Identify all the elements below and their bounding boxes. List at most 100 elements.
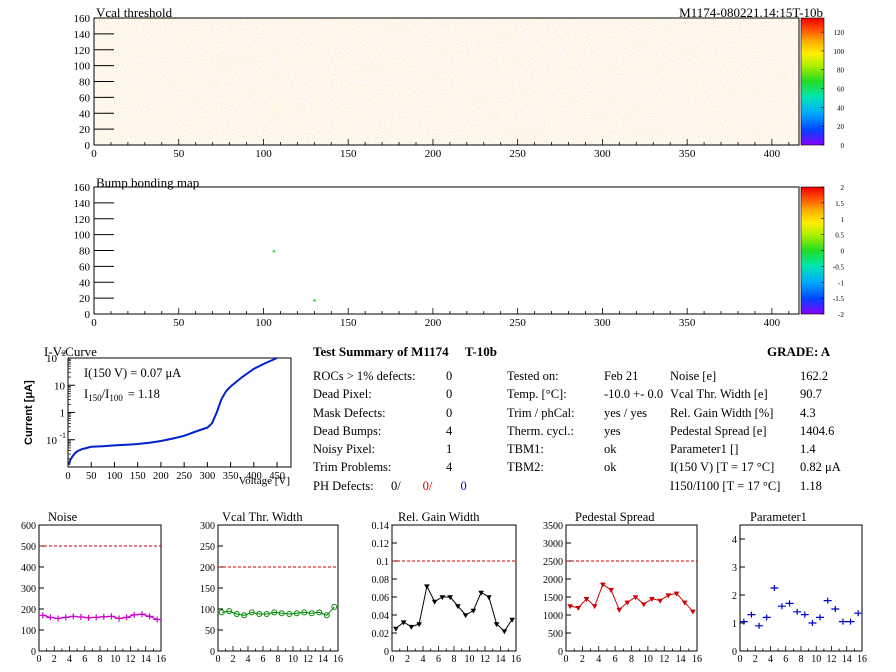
y-tick-label: 100 (21, 626, 36, 637)
data-point (657, 598, 663, 604)
data-point (690, 609, 696, 615)
summary-label: Trim Problems: (313, 460, 392, 475)
data-point (293, 610, 300, 617)
y-tick-label: 4 (732, 535, 737, 546)
summary-label: Mask Defects: (313, 405, 386, 420)
palette-label: 100 (834, 48, 845, 56)
summary-label: I(150 V) [T = 17 °C] (670, 460, 775, 475)
y-tick-label: 20 (79, 293, 91, 305)
summary-label: Therm. cycl.: (507, 423, 574, 438)
palette-label: 1 (841, 216, 845, 224)
summary-label: Dead Bumps: (313, 423, 382, 438)
small-plot-frame (739, 524, 863, 652)
palette-label: 60 (837, 86, 845, 94)
roc-cell (182, 18, 271, 82)
data-point (509, 617, 515, 623)
x-tick-label: 4 (596, 654, 601, 665)
data-point (486, 595, 492, 601)
x-tick-label: 150 (340, 148, 357, 160)
x-tick-label: 8 (276, 654, 281, 665)
data-point (69, 613, 78, 620)
summary-col3-values: 162.2 90.7 4.3 1404.6 1.4 0.82 μA 1.18 (800, 367, 841, 495)
summary-value: 4 (446, 460, 453, 475)
x-tick-label: 250 (509, 317, 526, 329)
iv-y-tick-label: 10 (54, 380, 66, 392)
x-tick-label: 300 (594, 317, 611, 329)
palette-label: -0.5 (833, 263, 845, 271)
x-tick-label: 6 (436, 654, 441, 665)
heatmap-frame (93, 186, 800, 315)
iv-x-tick-label: 300 (200, 471, 216, 482)
x-tick-label: 6 (783, 654, 788, 665)
summary-value: 0.82 μA (800, 460, 841, 475)
summary-label: TBM2: (507, 460, 544, 475)
data-point (762, 614, 771, 621)
data-point (632, 595, 639, 601)
summary-value: 4.3 (800, 405, 816, 420)
x-tick-label: 300 (594, 148, 611, 160)
data-point (793, 608, 802, 615)
data-point (501, 629, 508, 635)
iv-x-tick-label: 100 (107, 471, 123, 482)
data-point (854, 610, 863, 617)
x-tick-label: 4 (421, 654, 426, 665)
x-tick-label: 10 (811, 654, 821, 665)
summary-label: Vcal Thr. Width [e] (670, 387, 768, 402)
x-tick-label: 150 (340, 317, 357, 329)
data-point (600, 582, 606, 588)
y-tick-label: 0.12 (372, 539, 390, 550)
summary-col1-values: 0 0 0 4 1 4 (446, 367, 452, 477)
data-point (408, 624, 415, 630)
y-tick-label: 140 (74, 198, 91, 210)
x-tick-label: 10 (643, 654, 653, 665)
y-tick-label: 3000 (543, 539, 563, 550)
summary-value: ok (604, 442, 617, 457)
data-point (608, 588, 614, 593)
data-point (61, 614, 70, 621)
data-point (107, 613, 116, 620)
iv-series-line (67, 357, 278, 466)
iv-x-axis-label: Voltage [V] (239, 475, 290, 487)
data-point (145, 613, 154, 620)
roc-cell (358, 81, 447, 145)
iv-y-tick-exp: 2 (62, 349, 66, 358)
y-tick-label: 60 (79, 261, 91, 273)
data-point (137, 611, 146, 618)
iv-x-tick-label: 350 (223, 471, 239, 482)
summary-col2-values: Feb 21 -10.0 +- 0.0 yes / yes yes ok ok (604, 367, 663, 477)
series-line (395, 584, 513, 632)
data-point (567, 604, 573, 610)
palette-label: 1.5 (835, 200, 844, 208)
y-tick-label: 1500 (543, 593, 563, 604)
x-tick-label: 0 (91, 317, 97, 329)
y-tick-label: 0 (31, 647, 36, 658)
x-tick-label: 0 (738, 654, 743, 665)
data-point (115, 615, 124, 622)
x-tick-label: 14 (496, 654, 506, 665)
y-tick-label: 0 (85, 140, 91, 152)
roc-cell (270, 81, 359, 145)
rel-gain-width-plot: Rel. Gain Width 0 0.02 0.04 0.06 0.08 0.1 0.12 0… (372, 510, 522, 665)
data-point (777, 603, 786, 610)
data-point (591, 604, 598, 610)
summary-col1-labels: ROCs > 1% defects: Dead Pixel: Mask Defe… (313, 367, 416, 495)
palette-label: -2 (838, 311, 844, 319)
summary-label: Dead Pixel: (313, 387, 372, 402)
y-tick-label: 0.04 (372, 611, 390, 622)
iv-y-tick-label: 1 (60, 408, 66, 420)
data-point (400, 620, 407, 626)
x-tick-label: 14 (318, 654, 328, 665)
summary-value: 0 (446, 369, 453, 383)
x-tick-label: 14 (141, 654, 151, 665)
x-tick-label: 12 (480, 654, 490, 665)
x-tick-label: 100 (255, 317, 272, 329)
ph-defects-values: 0/ 0/ 0 (391, 477, 467, 495)
x-tick-label: 50 (173, 148, 185, 160)
palette-label: 80 (837, 67, 845, 75)
data-point (785, 600, 794, 607)
x-tick-label: 6 (613, 654, 618, 665)
